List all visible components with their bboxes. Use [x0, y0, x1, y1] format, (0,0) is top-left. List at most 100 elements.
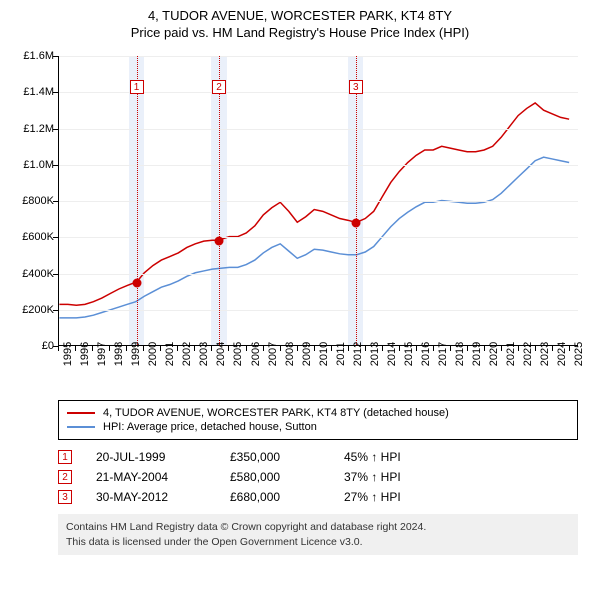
transaction-dot — [351, 218, 360, 227]
x-tick — [160, 346, 161, 351]
y-axis-label: £400K — [10, 268, 54, 280]
transaction-line — [219, 56, 220, 345]
x-axis-label: 2021 — [505, 342, 517, 366]
x-axis-label: 2018 — [454, 342, 466, 366]
x-axis-label: 2014 — [386, 342, 398, 366]
x-axis-label: 2005 — [232, 342, 244, 366]
x-axis-label: 2017 — [437, 342, 449, 366]
x-tick — [194, 346, 195, 351]
footer-line: Contains HM Land Registry data © Crown c… — [66, 520, 570, 535]
legend-item-property: 4, TUDOR AVENUE, WORCESTER PARK, KT4 8TY… — [67, 407, 569, 419]
x-tick — [467, 346, 468, 351]
x-tick — [569, 346, 570, 351]
x-axis-label: 2000 — [147, 342, 159, 366]
footer-attribution: Contains HM Land Registry data © Crown c… — [58, 514, 578, 555]
x-tick — [109, 346, 110, 351]
y-axis-label: £200K — [10, 304, 54, 316]
x-axis-label: 2024 — [556, 342, 568, 366]
legend-label: HPI: Average price, detached house, Sutt… — [103, 421, 317, 433]
x-axis-label: 2004 — [215, 342, 227, 366]
x-tick — [143, 346, 144, 351]
footer-line: This data is licensed under the Open Gov… — [66, 535, 570, 550]
x-tick — [263, 346, 264, 351]
x-axis-label: 2015 — [403, 342, 415, 366]
x-axis-label: 1998 — [113, 342, 125, 366]
y-tick — [53, 201, 58, 202]
transaction-row: 2 21-MAY-2004 £580,000 37% ↑ HPI — [58, 470, 590, 484]
x-tick — [348, 346, 349, 351]
transaction-dot — [215, 236, 224, 245]
transaction-line — [137, 56, 138, 345]
y-axis-label: £1.2M — [10, 123, 54, 135]
legend-item-hpi: HPI: Average price, detached house, Sutt… — [67, 421, 569, 433]
x-axis-label: 2009 — [301, 342, 313, 366]
transaction-table: 1 20-JUL-1999 £350,000 45% ↑ HPI 2 21-MAY-200… — [58, 450, 590, 504]
x-tick — [58, 346, 59, 351]
x-axis-label: 2022 — [522, 342, 534, 366]
plot-area: 1 2 3 — [58, 56, 578, 346]
legend-swatch — [67, 412, 95, 414]
transaction-row: 3 30-MAY-2012 £680,000 27% ↑ HPI — [58, 490, 590, 504]
transaction-price: £680,000 — [230, 490, 320, 504]
y-axis-label: £600K — [10, 231, 54, 243]
y-axis-label: £800K — [10, 195, 54, 207]
transaction-price: £580,000 — [230, 470, 320, 484]
y-tick — [53, 56, 58, 57]
transaction-index: 1 — [58, 450, 72, 464]
legend-label: 4, TUDOR AVENUE, WORCESTER PARK, KT4 8TY… — [103, 407, 449, 419]
y-tick — [53, 129, 58, 130]
x-axis-label: 2019 — [471, 342, 483, 366]
x-tick — [518, 346, 519, 351]
x-tick — [211, 346, 212, 351]
x-tick — [280, 346, 281, 351]
transaction-marker: 2 — [212, 80, 226, 94]
x-axis-label: 2011 — [335, 342, 347, 366]
x-axis-label: 2010 — [318, 342, 330, 366]
transaction-date: 20-JUL-1999 — [96, 450, 206, 464]
x-tick — [433, 346, 434, 351]
x-tick — [92, 346, 93, 351]
x-tick — [314, 346, 315, 351]
x-axis-label: 2002 — [181, 342, 193, 366]
y-axis-label: £1.0M — [10, 159, 54, 171]
x-tick — [177, 346, 178, 351]
y-axis-label: £0 — [10, 340, 54, 352]
y-tick — [53, 165, 58, 166]
transaction-price: £350,000 — [230, 450, 320, 464]
transaction-date: 30-MAY-2012 — [96, 490, 206, 504]
transaction-index: 2 — [58, 470, 72, 484]
transaction-index: 3 — [58, 490, 72, 504]
x-tick — [484, 346, 485, 351]
transaction-pct: 45% ↑ HPI — [344, 450, 434, 464]
transaction-marker: 1 — [130, 80, 144, 94]
x-axis-label: 2020 — [488, 342, 500, 366]
transaction-line — [356, 56, 357, 345]
chart-subtitle: Price paid vs. HM Land Registry's House … — [10, 25, 590, 40]
x-tick — [365, 346, 366, 351]
x-axis-label: 2016 — [420, 342, 432, 366]
transaction-date: 21-MAY-2004 — [96, 470, 206, 484]
y-tick — [53, 274, 58, 275]
chart: 1 2 3 £0 £200K £400K £600K £800K £1.0M £1.2M £1.4… — [10, 48, 590, 388]
x-tick — [297, 346, 298, 351]
transaction-pct: 37% ↑ HPI — [344, 470, 434, 484]
transaction-row: 1 20-JUL-1999 £350,000 45% ↑ HPI — [58, 450, 590, 464]
x-axis-label: 1999 — [130, 342, 142, 366]
y-tick — [53, 237, 58, 238]
x-axis-label: 2012 — [352, 342, 364, 366]
transaction-marker: 3 — [349, 80, 363, 94]
x-axis-label: 1995 — [62, 342, 74, 366]
x-axis-label: 2006 — [250, 342, 262, 366]
x-axis-label: 2008 — [284, 342, 296, 366]
x-tick — [126, 346, 127, 351]
x-axis-label: 2003 — [198, 342, 210, 366]
y-tick — [53, 92, 58, 93]
transaction-dot — [132, 278, 141, 287]
x-axis-label: 2025 — [573, 342, 585, 366]
x-tick — [399, 346, 400, 351]
x-tick — [75, 346, 76, 351]
transaction-pct: 27% ↑ HPI — [344, 490, 434, 504]
y-axis-label: £1.4M — [10, 86, 54, 98]
x-axis-label: 2007 — [267, 342, 279, 366]
x-axis-label: 1997 — [96, 342, 108, 366]
